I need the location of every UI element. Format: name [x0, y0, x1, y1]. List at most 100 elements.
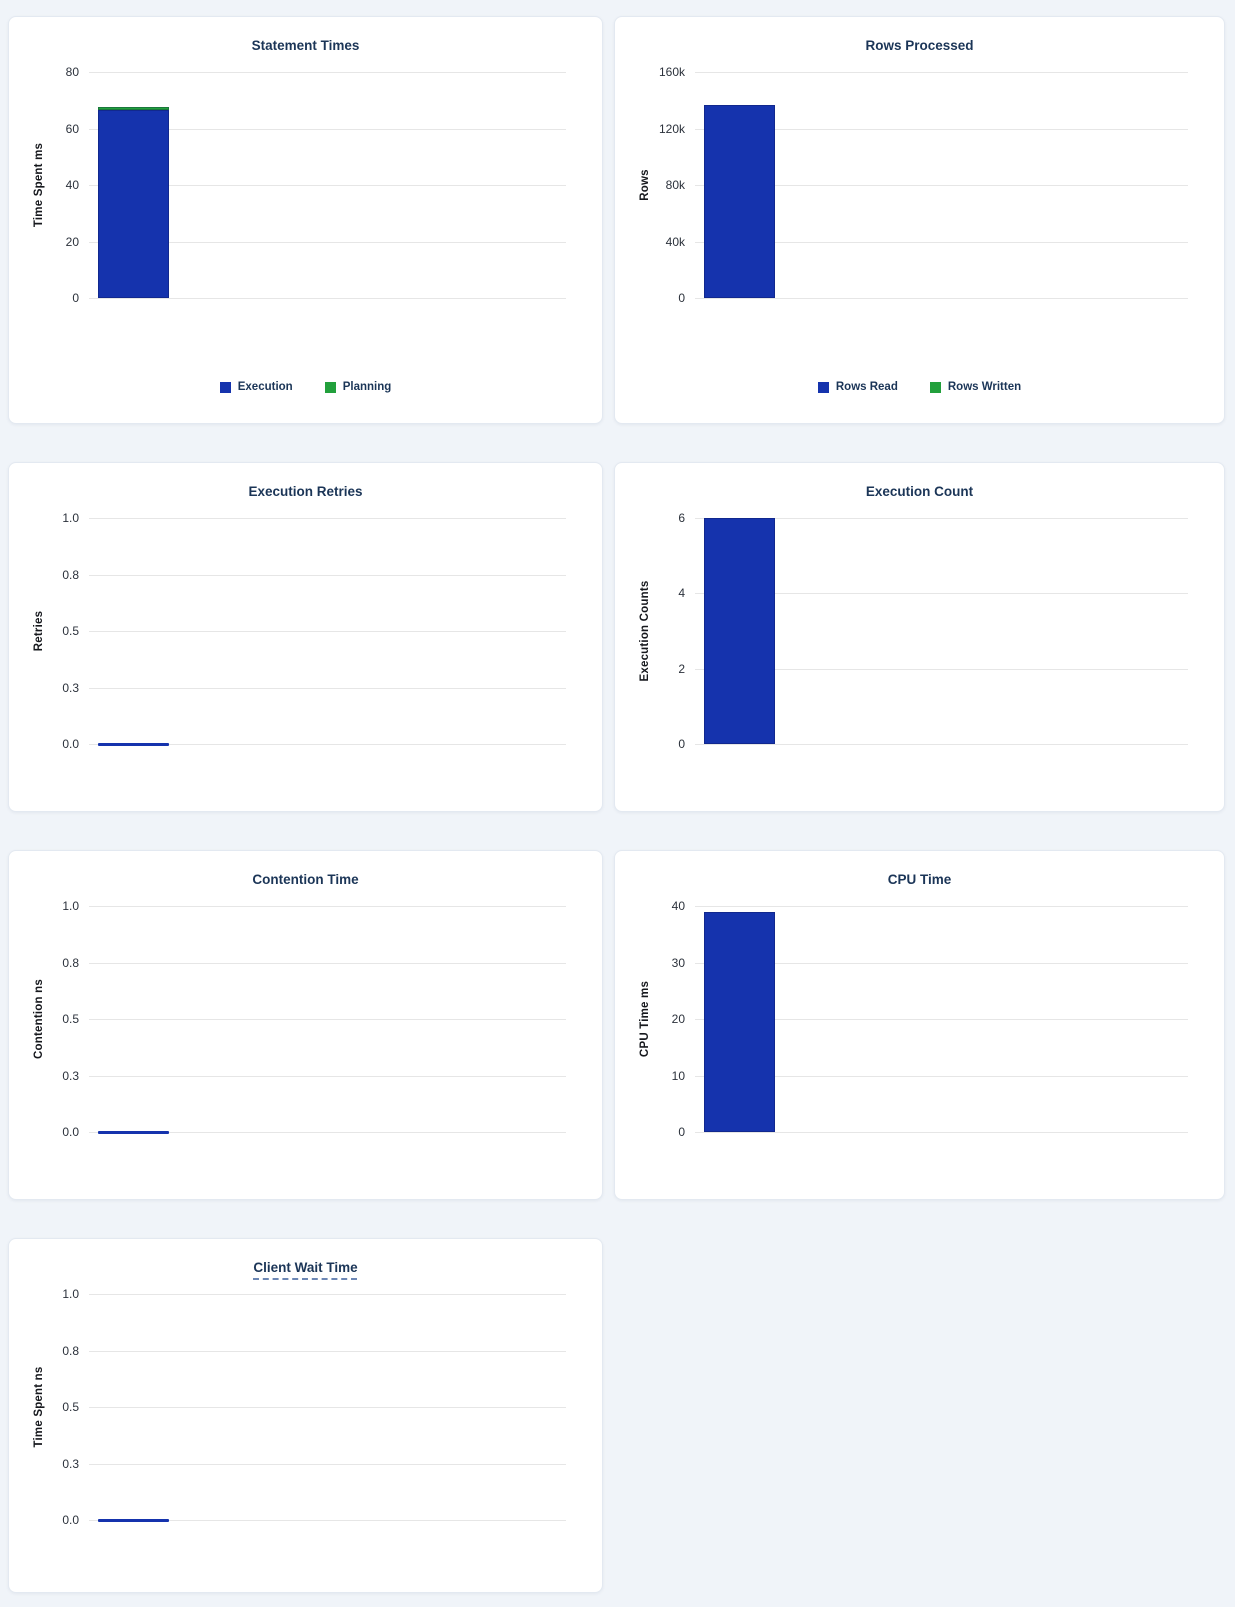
y-tick-label: 10	[671, 1068, 685, 1083]
y-tick-label: 20	[671, 1012, 685, 1026]
bar-rows-read	[704, 104, 775, 298]
chart-legend: Execution Planning	[9, 381, 602, 393]
legend-label: Rows Written	[947, 381, 1022, 393]
gridline	[89, 185, 566, 186]
chart-title-statement-times: Statement Times	[251, 38, 360, 53]
y-tick-label: 0.5	[62, 1012, 79, 1026]
gridline	[89, 1407, 566, 1408]
gridline	[89, 962, 566, 964]
y-tick-label: 0.3	[62, 1456, 79, 1471]
y-tick-label: 0.8	[62, 567, 79, 582]
zero-value-line	[98, 743, 169, 746]
y-tick-label: 0.5	[62, 624, 79, 638]
gridline	[695, 185, 1188, 186]
legend-swatch-icon	[219, 381, 231, 393]
y-tick-label: 40k	[665, 234, 685, 249]
gridline	[695, 1019, 1188, 1020]
legend-item-rows-written[interactable]: Rows Written	[929, 381, 1022, 393]
gridline	[89, 1294, 566, 1295]
gridline	[695, 668, 1188, 670]
gridline	[695, 241, 1188, 243]
y-tick-label: 80k	[665, 178, 685, 192]
chart-title-execution-count: Execution Count	[865, 484, 974, 499]
chart-title-cpu-time: CPU Time	[887, 872, 952, 887]
legend-label: Execution	[237, 381, 293, 393]
y-tick-label: 60	[65, 121, 79, 136]
gridline	[695, 128, 1188, 130]
chart-card-rows-processed: Rows Processed Rows Rows Read Rows Writte…	[614, 16, 1225, 424]
gridline	[695, 593, 1188, 595]
gridline	[89, 1463, 566, 1465]
y-tick-label: 0.8	[62, 955, 79, 970]
gridline	[89, 906, 566, 907]
gridline	[695, 1075, 1188, 1077]
gridline	[89, 574, 566, 576]
y-tick-label: 0.0	[62, 737, 79, 751]
gridline	[695, 1132, 1188, 1133]
y-tick-label: 4	[678, 586, 685, 601]
gridline	[89, 1520, 566, 1521]
gridline	[89, 1075, 566, 1077]
y-tick-label: 0.8	[62, 1343, 79, 1358]
gridline	[89, 518, 566, 519]
bar-cpu-time	[704, 911, 775, 1132]
bar-planning	[98, 107, 169, 111]
y-tick-label: 0.0	[62, 1125, 79, 1139]
legend-item-execution[interactable]: Execution	[219, 381, 293, 393]
gridline	[89, 1350, 566, 1352]
gridline	[89, 298, 566, 299]
bar-execution-count	[704, 518, 775, 744]
bar-execution	[98, 110, 169, 298]
gridline	[89, 744, 566, 745]
y-tick-label: 120k	[658, 121, 685, 136]
gridline	[695, 72, 1188, 73]
chart-title-client-wait-time[interactable]: Client Wait Time	[253, 1260, 358, 1275]
gridline	[89, 72, 566, 73]
chart-title-rows-processed: Rows Processed	[865, 38, 974, 53]
y-tick-label: 0.5	[62, 1400, 79, 1414]
chart-card-statement-times: Statement Times Time Spent ms Execution P…	[8, 16, 603, 424]
gridline	[89, 1132, 566, 1133]
chart-title-execution-retries: Execution Retries	[248, 484, 363, 499]
y-tick-label: 0.3	[62, 680, 79, 695]
y-tick-label: 80	[65, 65, 79, 79]
legend-swatch-icon	[817, 381, 829, 393]
y-tick-label: 160k	[658, 65, 685, 79]
chart-card-contention-time: Contention Time Contention ns 1.0 0.8 0.5 0…	[8, 850, 603, 1200]
gridline	[695, 744, 1188, 745]
legend-label: Rows Read	[835, 381, 898, 393]
chart-legend: Rows Read Rows Written	[615, 381, 1224, 393]
legend-item-rows-read[interactable]: Rows Read	[817, 381, 898, 393]
gridline	[89, 1019, 566, 1020]
gridline	[695, 906, 1188, 907]
y-tick-label: 0	[678, 1125, 685, 1139]
zero-value-line	[98, 1131, 169, 1134]
legend-item-planning[interactable]: Planning	[324, 381, 392, 393]
y-tick-label: 1.0	[62, 1287, 79, 1301]
zero-value-line	[98, 1519, 169, 1522]
y-tick-label: 1.0	[62, 899, 79, 913]
legend-swatch-icon	[929, 381, 941, 393]
gridline	[89, 687, 566, 689]
gridline	[89, 631, 566, 632]
y-tick-label: 30	[671, 955, 685, 970]
gridline	[695, 962, 1188, 964]
legend-swatch-icon	[324, 381, 336, 393]
gridline	[89, 128, 566, 130]
gridline	[695, 518, 1188, 519]
y-tick-label: 0	[678, 291, 685, 305]
legend-label: Planning	[342, 381, 392, 393]
y-tick-label: 0	[72, 291, 79, 305]
gridline	[695, 298, 1188, 299]
y-tick-label: 20	[65, 234, 79, 249]
y-tick-label: 40	[65, 178, 79, 192]
y-tick-label: 40	[671, 899, 685, 913]
y-tick-label: 0.3	[62, 1068, 79, 1083]
gridline	[89, 241, 566, 243]
chart-card-execution-retries: Execution Retries Retries 1.0 0.8 0.5 0.3 0.…	[8, 462, 603, 812]
chart-card-cpu-time: CPU Time CPU Time ms 40 30 20 10 0	[614, 850, 1225, 1200]
charts-grid: Statement Times Time Spent ms Execution P…	[8, 16, 1225, 1593]
y-tick-label: 1.0	[62, 511, 79, 525]
y-tick-label: 0	[678, 737, 685, 751]
